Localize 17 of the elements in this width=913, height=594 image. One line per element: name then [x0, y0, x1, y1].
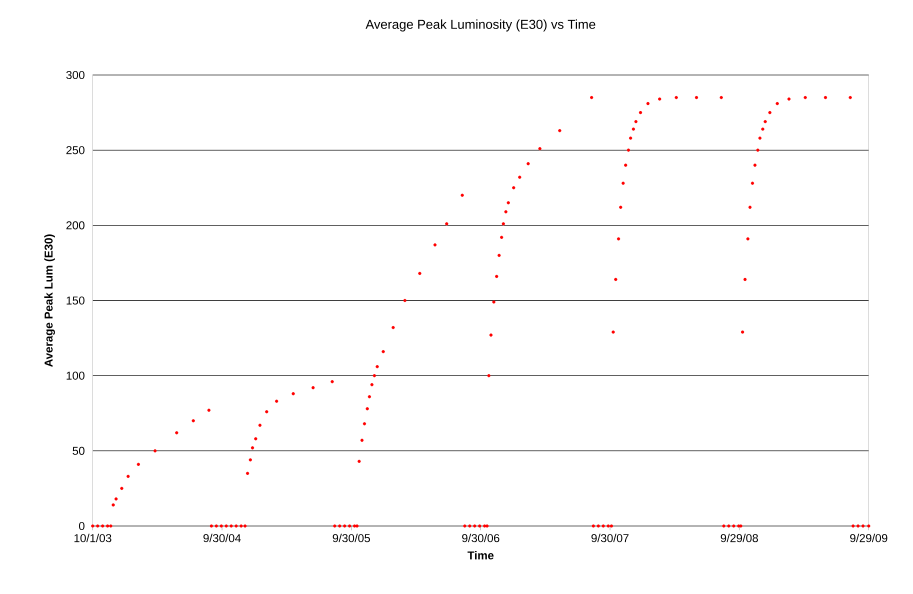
x-tick-label: 9/29/08	[720, 534, 758, 542]
y-tick-label: 50	[72, 446, 84, 455]
chart-title: Average Peak Luminosity (E30) vs Time	[366, 19, 596, 32]
x-tick-label: 9/29/09	[850, 534, 888, 542]
y-tick-label: 150	[66, 296, 84, 305]
y-tick-label: 100	[66, 372, 84, 380]
x-tick-label: 9/30/06	[462, 534, 500, 542]
x-tick-label: 9/30/07	[591, 534, 629, 542]
y-axis-title: Average Peak Lum (E30)	[44, 234, 55, 367]
y-tick-label: 0	[79, 522, 84, 530]
x-tick-label: 10/1/03	[74, 534, 112, 542]
x-axis-title: Time	[468, 551, 494, 560]
y-tick-label: 200	[66, 221, 84, 230]
y-tick-label: 250	[66, 146, 84, 154]
y-tick-label: 300	[66, 70, 84, 80]
x-tick-label: 9/30/05	[332, 534, 370, 542]
x-tick-label: 9/30/04	[203, 534, 241, 542]
